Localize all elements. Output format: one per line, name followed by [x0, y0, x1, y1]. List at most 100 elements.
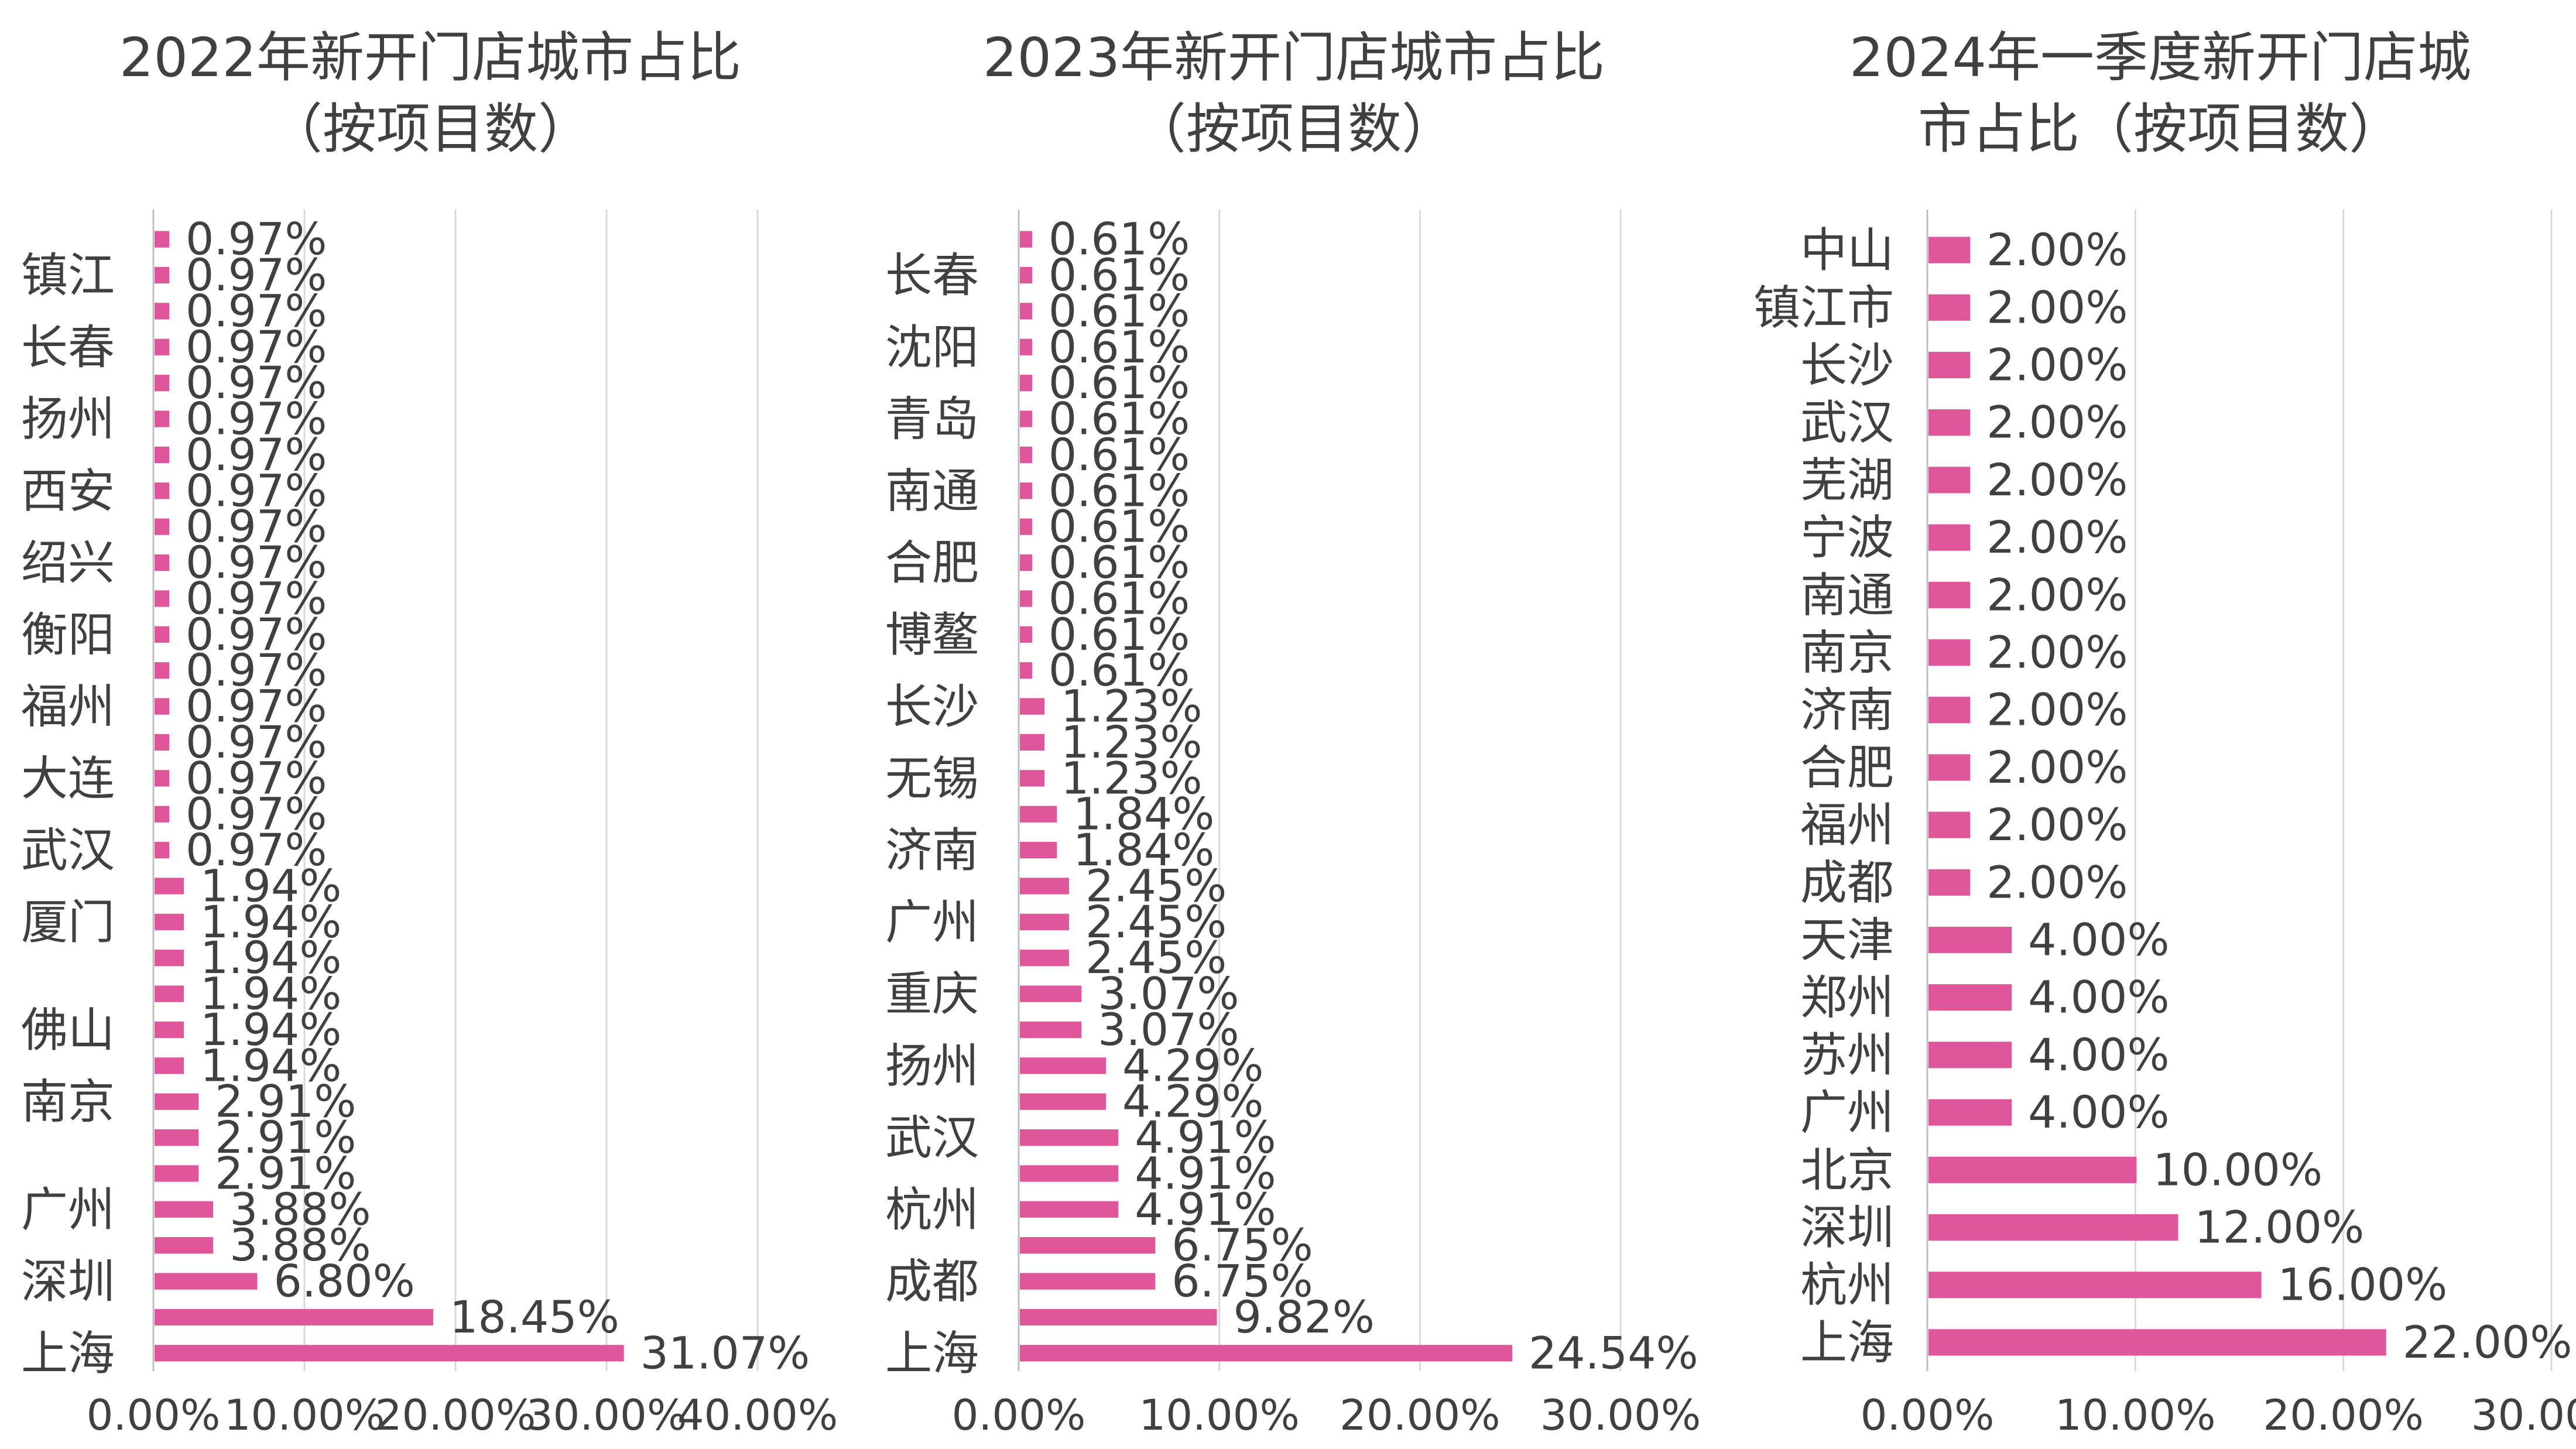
chart-2022-data-label: 3.88%	[229, 1219, 371, 1271]
chart-2024q1-category-label: 福州	[1800, 798, 1894, 852]
chart-2023-bar	[1020, 770, 1045, 787]
chart-2023-category-label: 南通	[885, 464, 979, 518]
chart-2022-data-label: 0.97%	[186, 429, 327, 481]
chart-2024q1-category-label: 天津	[1800, 913, 1894, 968]
chart-2024q1-bar	[1928, 581, 1971, 608]
chart-2022-bar	[155, 1273, 258, 1290]
chart-2023-data-label: 3.07%	[1098, 968, 1239, 1020]
chart-2023-data-label: 0.61%	[1049, 536, 1190, 588]
chart-2023-category-label: 武汉	[885, 1111, 979, 1165]
chart-2023-category-label: 合肥	[885, 536, 979, 590]
chart-2024q1-bar	[1928, 984, 2012, 1011]
chart-2022-category-label: 上海	[21, 1326, 115, 1381]
chart-2023-bar	[1020, 950, 1069, 967]
chart-2023-data-label: 1.23%	[1061, 752, 1202, 804]
chart-2022-bar	[155, 410, 170, 427]
chart-2024q1-bar	[1928, 294, 1971, 321]
chart-2022-x-tick-label: 20.00%	[375, 1390, 536, 1440]
chart-2024q1-data-label: 2.00%	[1986, 799, 2128, 851]
chart-2023-data-label: 1.84%	[1073, 824, 1214, 876]
chart-2024q1-bar	[1928, 926, 2012, 954]
chart-2024q1-data-label: 2.00%	[1986, 281, 2128, 333]
chart-2023-bar	[1020, 1165, 1119, 1182]
chart-2022-bar	[155, 375, 170, 392]
chart-2023-data-label: 4.29%	[1122, 1075, 1263, 1128]
chart-2024q1-bar	[1928, 1099, 2012, 1126]
chart-2024q1-data-label: 4.00%	[2028, 914, 2169, 966]
chart-2022-category-label: 厦门	[21, 895, 115, 950]
chart-2022-category-label: 西安	[21, 464, 115, 518]
chart-2023-data-label: 4.29%	[1122, 1039, 1263, 1091]
chart-2023-bar	[1020, 841, 1057, 859]
chart-2023-bar	[1020, 446, 1032, 464]
chart-2024q1-data-label: 22.00%	[2403, 1316, 2572, 1368]
chart-2024q1-data-label: 2.00%	[1986, 396, 2128, 448]
chart-2024q1-category-label: 上海	[1800, 1316, 1894, 1370]
chart-2022-category-label: 长春	[21, 320, 115, 375]
chart-2023-x-tick-label: 30.00%	[1540, 1390, 1701, 1440]
chart-2023-category-label: 广州	[885, 895, 979, 950]
chart-2022-bar	[155, 1093, 199, 1110]
chart-2024q1-data-label: 4.00%	[2028, 1029, 2169, 1081]
chart-2023-x-tick-label: 20.00%	[1340, 1390, 1501, 1440]
chart-2022-data-label: 0.97%	[186, 501, 327, 553]
chart-2023-category-label: 博鳌	[885, 608, 979, 662]
chart-2022-bar	[155, 1201, 214, 1218]
chart-2022-data-label: 1.94%	[200, 931, 341, 984]
chart-2023-category-label: 济南	[885, 823, 979, 878]
chart-2024q1-bar	[1928, 869, 1971, 896]
chart-2022-bar	[155, 698, 170, 715]
chart-2022-data-label: 0.97%	[186, 536, 327, 588]
chart-2024q1-category-label: 南通	[1800, 568, 1894, 622]
chart-2023-data-label: 0.61%	[1049, 249, 1190, 301]
chart-2023-data-label: 0.61%	[1049, 321, 1190, 373]
chart-2022-bar	[155, 626, 170, 643]
chart-2022-data-label: 2.91%	[215, 1075, 356, 1128]
chart-2023-bar	[1020, 1345, 1512, 1362]
chart-2023-title-line2: （按项目数）	[1132, 98, 1455, 160]
chart-2023-bar	[1020, 266, 1032, 284]
chart-2022-x-tick-label: 0.00%	[87, 1390, 221, 1440]
chart-2023-data-label: 0.61%	[1049, 608, 1190, 660]
chart-2024q1-x-tick-label: 20.00%	[2263, 1390, 2424, 1440]
chart-2023-data-label: 9.82%	[1233, 1291, 1374, 1343]
chart-2023-bar	[1020, 554, 1032, 571]
chart-2022-category-label: 南京	[21, 1075, 115, 1129]
chart-2023-data-label: 0.61%	[1049, 501, 1190, 553]
chart-2023-bar	[1020, 338, 1032, 355]
chart-2022-category-label: 大连	[21, 751, 115, 806]
chart-2023-data-label: 0.61%	[1049, 429, 1190, 481]
chart-2024q1-x-tick-label: 10.00%	[2055, 1390, 2216, 1440]
chart-2024q1-category-label: 长沙	[1800, 338, 1894, 393]
chart-2022-data-label: 0.97%	[186, 680, 327, 732]
chart-2022-data-label: 0.97%	[186, 464, 327, 516]
chart-2023-bar	[1020, 375, 1032, 392]
chart-2022-data-label: 0.97%	[186, 824, 327, 876]
chart-2022-data-label: 0.97%	[186, 249, 327, 301]
chart-2024q1-title-line2: 市占比（按项目数）	[1918, 98, 2403, 160]
chart-2024q1: 2024年一季度新开门店城 市占比（按项目数） 0.00% 10.00% 20.00…	[1753, 26, 2576, 1440]
chart-2023-bar	[1020, 482, 1032, 499]
chart-2023-bar	[1020, 1273, 1156, 1290]
chart-2022-bar	[155, 878, 184, 895]
chart-2022-bar	[155, 841, 170, 859]
chart-2022-data-label: 1.94%	[200, 896, 341, 948]
chart-2022-bar	[155, 1308, 434, 1326]
chart-2022-category-label: 广州	[21, 1183, 115, 1237]
chart-2022-bar	[155, 734, 170, 751]
chart-2023-category-label: 重庆	[885, 967, 979, 1022]
chart-2022-x-tick-label: 30.00%	[526, 1390, 687, 1440]
chart-2024q1-category-label: 深圳	[1800, 1201, 1894, 1255]
chart-2022-data-label: 2.91%	[215, 1147, 356, 1199]
chart-2023-bar	[1020, 518, 1032, 535]
chart-2024q1-bar	[1928, 1156, 2137, 1183]
chart-2024q1-bar	[1928, 1329, 2386, 1356]
chart-2022-data-label: 6.80%	[273, 1255, 415, 1307]
chart-2023-bar	[1020, 231, 1032, 248]
chart-2024q1-category-label: 北京	[1800, 1143, 1894, 1197]
chart-2022-x-tick-label: 10.00%	[224, 1390, 385, 1440]
chart-2023-data-label: 0.61%	[1049, 393, 1190, 445]
chart-2022-bar	[155, 950, 184, 967]
chart-2022-bar	[155, 806, 170, 823]
chart-2023-bar	[1020, 1021, 1082, 1039]
